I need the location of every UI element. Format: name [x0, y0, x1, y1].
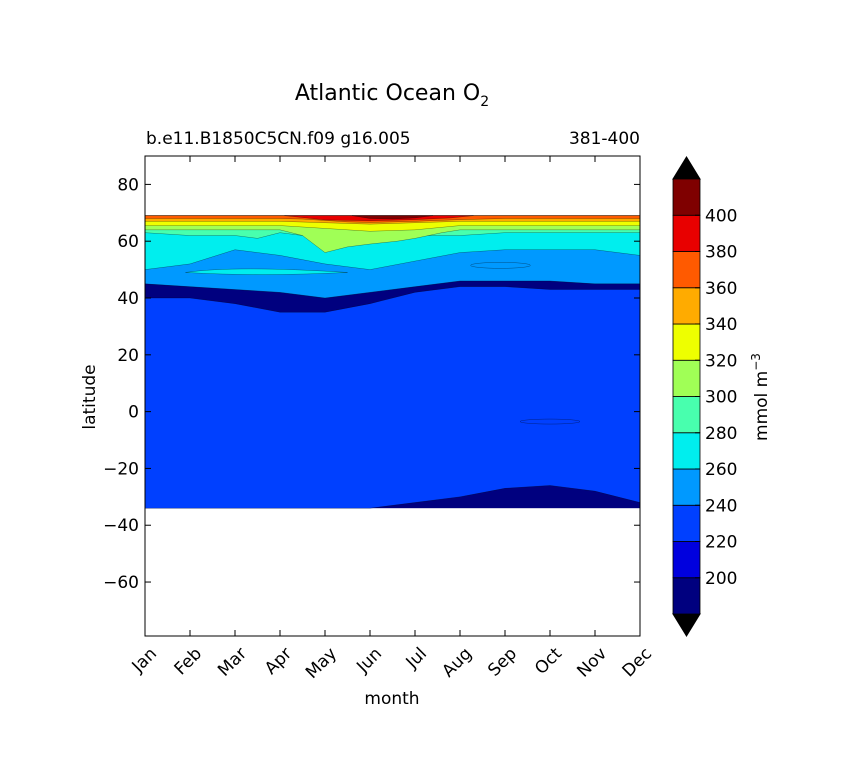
colorbar-tick-label: 300	[705, 388, 737, 408]
contour-band-220	[145, 286, 640, 509]
colorbar-segment	[672, 432, 701, 470]
x-tick-label: Mar	[214, 644, 251, 681]
colorbar-segment	[672, 468, 701, 506]
contour-band-260-patch	[185, 268, 348, 275]
x-tick-label: Sep	[484, 644, 521, 681]
x-tick-label: Jan	[128, 644, 161, 677]
plot-area: Jan Feb Mar Apr May Jun Jul Aug Sep Oct Nov Dec 80 6…	[103, 155, 656, 683]
colorbar-tick-label: 220	[705, 533, 737, 553]
plot-frame	[144, 155, 641, 637]
colorbar-tick-label: 340	[705, 315, 737, 335]
chart-title-subscript: 2	[480, 94, 489, 110]
x-tick-label: Oct	[531, 644, 566, 679]
colorbar-tick-label: 380	[705, 243, 737, 263]
x-tick-label: Aug	[438, 644, 476, 682]
contour-band-220-patch	[519, 418, 581, 425]
subtitle-left: b.e11.B1850C5CN.f09 g16.005	[146, 129, 411, 149]
x-axis-label: month	[364, 689, 419, 709]
colorbar-tick-label: 400	[705, 206, 737, 226]
colorbar-label-superscript: −3	[749, 353, 763, 371]
colorbar-extend-top	[672, 156, 701, 180]
colorbar-tick-label: 200	[705, 569, 737, 589]
colorbar-segment	[672, 214, 701, 252]
contour-fills	[145, 215, 640, 509]
contour-band-400	[351, 215, 434, 220]
y-tick-label: −60	[103, 573, 139, 593]
colorbar-segment	[672, 178, 701, 216]
x-tick-label: May	[302, 644, 341, 683]
colorbar-tick-label: 240	[705, 496, 737, 516]
y-tick-label: −40	[103, 516, 139, 536]
chart-title: Atlantic Ocean O2	[295, 81, 489, 110]
colorbar-extend-bottom	[672, 613, 701, 637]
colorbar-segment	[672, 504, 701, 542]
y-axis: 80 60 40 20 0 −20 −40 −60	[103, 175, 640, 593]
colorbar-segment	[672, 577, 701, 615]
contour-band-240-patch	[470, 262, 531, 269]
x-tick-label: Dec	[619, 644, 656, 681]
y-tick-label: 60	[117, 232, 139, 252]
colorbar-tick-label: 320	[705, 351, 737, 371]
y-tick-label: 20	[117, 346, 139, 366]
x-tick-label: Jul	[402, 644, 431, 673]
colorbar-segment	[672, 287, 701, 325]
subtitle-right: 381-400	[569, 129, 640, 149]
y-tick-label: 40	[117, 289, 139, 309]
colorbar-segment	[672, 541, 701, 579]
colorbar-segment	[672, 323, 701, 361]
x-tick-label: Nov	[573, 644, 611, 682]
x-tick-label: Jun	[352, 644, 386, 678]
x-tick-label: Apr	[261, 644, 296, 679]
colorbar-label: mmol m−3	[749, 353, 772, 441]
colorbar-segment	[672, 396, 701, 434]
colorbar-tick-label: 280	[705, 424, 737, 444]
y-axis-label: latitude	[80, 364, 100, 429]
y-tick-label: 80	[117, 175, 139, 195]
colorbar-segment	[672, 251, 701, 289]
y-tick-label: −20	[103, 459, 139, 479]
colorbar-tick-label: 360	[705, 279, 737, 299]
colorbar-tick-label: 260	[705, 460, 737, 480]
y-tick-label: 0	[128, 403, 139, 423]
x-tick-label: Feb	[171, 644, 206, 679]
colorbar: 200 220 240 260 280 300 320 340 360 380 400	[672, 156, 737, 637]
colorbar-segment	[672, 359, 701, 397]
